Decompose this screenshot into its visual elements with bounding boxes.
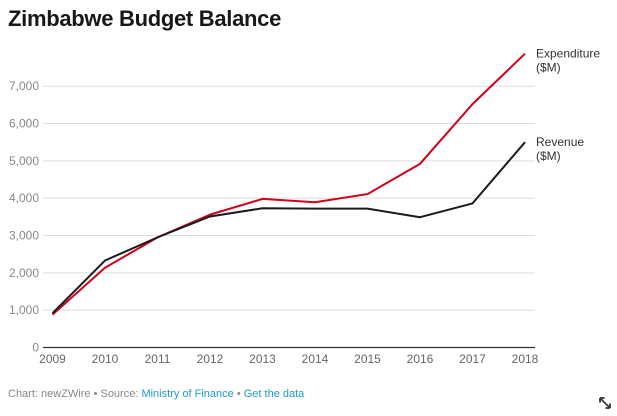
x-tick-label: 2016 (407, 352, 434, 366)
y-tick-label: 4,000 (9, 191, 39, 205)
series-label: ($M) (536, 61, 561, 75)
series-line-revenue (51, 141, 526, 314)
y-tick-label: 6,000 (9, 117, 39, 131)
y-tick-label: 0 (32, 341, 39, 355)
series-line-expenditure (51, 52, 526, 316)
x-tick-label: 2018 (512, 352, 539, 366)
x-tick-label: 2013 (249, 352, 276, 366)
series-label: ($M) (536, 149, 561, 163)
chart-footer: Chart: newZWire • Source: Ministry of Fi… (8, 388, 304, 400)
footer-credit: Chart: newZWire • Source: (8, 388, 142, 400)
y-tick-label: 3,000 (9, 229, 39, 243)
footer-separator: • (233, 388, 244, 400)
expand-icon[interactable] (598, 396, 612, 410)
series-label: Expenditure (536, 47, 600, 61)
source-link[interactable]: Ministry of Finance (141, 388, 234, 400)
get-data-link[interactable]: Get the data (243, 388, 305, 400)
x-tick-label: 2011 (145, 352, 171, 366)
y-tick-label: 5,000 (9, 154, 39, 168)
x-tick-label: 2010 (92, 352, 119, 366)
y-tick-label: 1,000 (9, 303, 39, 317)
y-tick-label: 2,000 (9, 266, 39, 280)
chart-title: Zimbabwe Budget Balance (8, 6, 282, 31)
series-lines (51, 52, 526, 316)
series-labels: Expenditure($M)Revenue($M) (536, 47, 600, 163)
x-tick-label: 2015 (354, 352, 381, 366)
gridlines (43, 85, 535, 311)
x-tick-label: 2009 (39, 352, 66, 366)
y-tick-label: 7,000 (9, 79, 39, 93)
x-tick-label: 2012 (197, 352, 224, 366)
y-axis-ticks: 0 1,000 2,000 3,000 4,000 5,000 6,000 7,000 (9, 79, 39, 354)
series-label: Revenue (536, 135, 584, 149)
x-tick-label: 2014 (302, 352, 329, 366)
x-axis-ticks: 2009 2010 2011 2012 2013 2014 2015 2016 2017 2018 (39, 352, 539, 366)
x-tick-label: 2017 (459, 352, 486, 366)
